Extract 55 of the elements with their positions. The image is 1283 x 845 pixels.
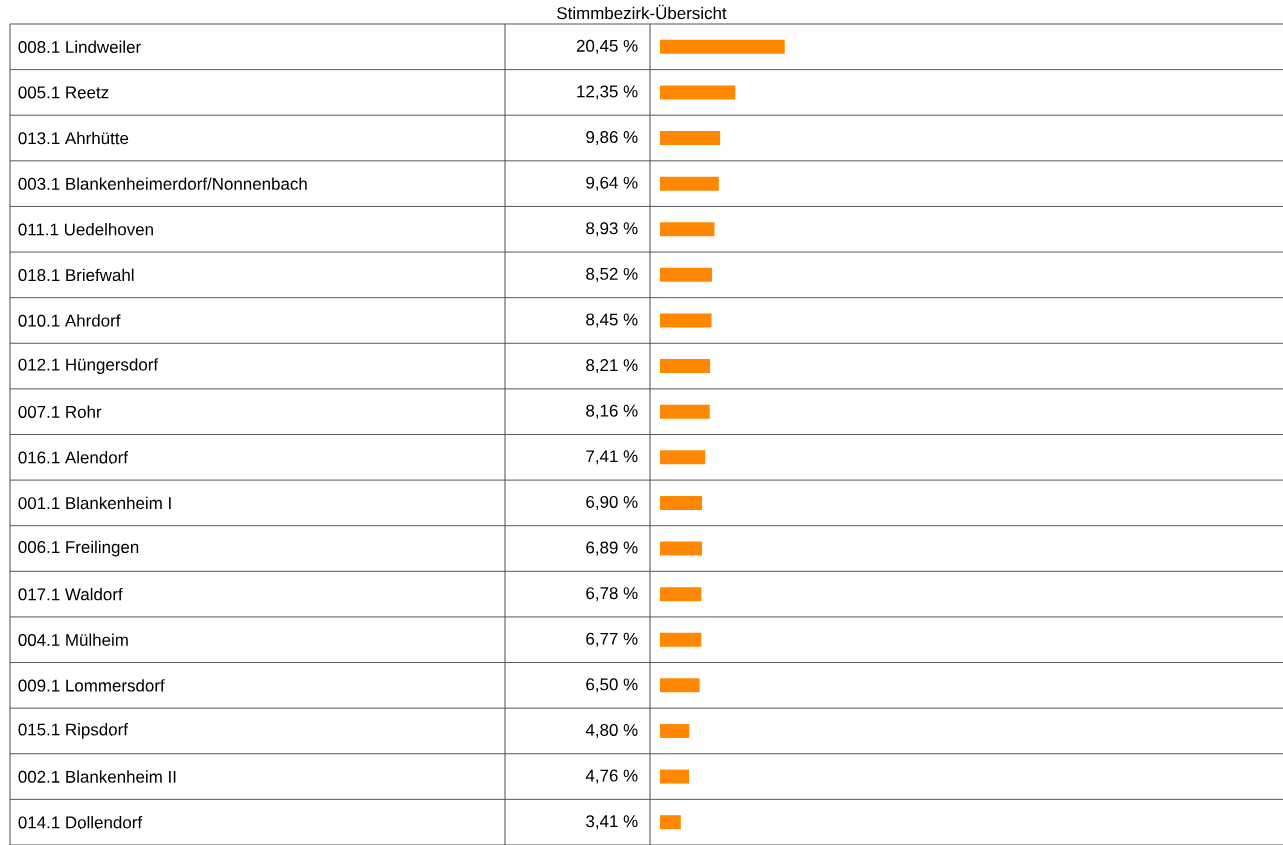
- bar: [660, 450, 706, 465]
- bar: [660, 541, 703, 556]
- y-tick-label: 010.1 Ahrdorf: [18, 314, 121, 327]
- data-label: 8,21 %: [586, 359, 638, 374]
- data-label: 7,41 %: [586, 450, 638, 465]
- y-tick-label: 004.1 Mülheim: [18, 633, 128, 646]
- y-tick-label: 014.1 Dollendorf: [18, 815, 143, 829]
- bar: [660, 313, 712, 328]
- y-tick-label: 012.1 Hüngersdorf: [18, 358, 159, 374]
- y-tick-label: 018.1 Briefwahl: [18, 268, 134, 282]
- bar: [660, 85, 736, 100]
- data-label: 6,77 %: [586, 632, 638, 647]
- y-tick-label: 016.1 Alendorf: [18, 451, 129, 464]
- bar: [660, 632, 702, 647]
- bar: [660, 815, 681, 830]
- data-label: 3,41 %: [586, 815, 638, 830]
- bar: [660, 723, 690, 738]
- y-tick-label: 013.1 Ahrhütte: [18, 131, 129, 145]
- y-tick-label: 009.1 Lommersdorf: [18, 679, 165, 692]
- data-label: 6,78 %: [586, 587, 638, 602]
- bar: [660, 678, 700, 693]
- data-label: 20,45 %: [576, 39, 638, 54]
- y-tick-label: 006.1 Freilingen: [18, 540, 139, 557]
- data-label: 6,89 %: [586, 541, 638, 556]
- bar: [660, 222, 715, 237]
- bar: [660, 495, 703, 510]
- bar: [660, 267, 712, 282]
- data-label: 8,45 %: [586, 313, 638, 328]
- data-label: 9,86 %: [586, 131, 638, 146]
- y-tick-label: 011.1 Uedelhoven: [18, 223, 153, 236]
- bar: [660, 176, 719, 191]
- bar: [660, 39, 785, 54]
- y-tick-label: 001.1 Blankenheim I: [18, 496, 171, 510]
- y-tick-label: 008.1 Lindweiler: [18, 40, 141, 54]
- data-label: 8,52 %: [586, 267, 638, 282]
- bar: [660, 587, 702, 602]
- bar: [660, 359, 711, 374]
- bar: [660, 769, 690, 784]
- y-tick-label: 017.1 Waldorf: [18, 587, 123, 601]
- bar: [660, 404, 710, 419]
- data-label: 8,16 %: [586, 404, 638, 419]
- y-tick-label: 015.1 Ripsdorf: [18, 723, 128, 739]
- data-label: 4,80 %: [585, 723, 638, 738]
- data-label: 8,93 %: [586, 222, 638, 237]
- data-label: 4,76 %: [585, 769, 638, 784]
- y-tick-label: 003.1 Blankenheimerdorf/Nonnenbach: [18, 177, 307, 190]
- data-label: 6,50 %: [586, 678, 638, 693]
- data-label: 9,64 %: [586, 176, 638, 191]
- y-tick-label: 002.1 Blankenheim II: [18, 770, 176, 783]
- y-tick-label: 005.1 Reetz: [18, 86, 109, 99]
- chart-title: Stimmbezirk-Übersicht: [557, 4, 727, 20]
- data-label: 6,90 %: [586, 495, 638, 510]
- bar: [660, 131, 721, 146]
- y-tick-label: 007.1 Rohr: [18, 405, 102, 418]
- data-label: 12,35 %: [577, 85, 638, 100]
